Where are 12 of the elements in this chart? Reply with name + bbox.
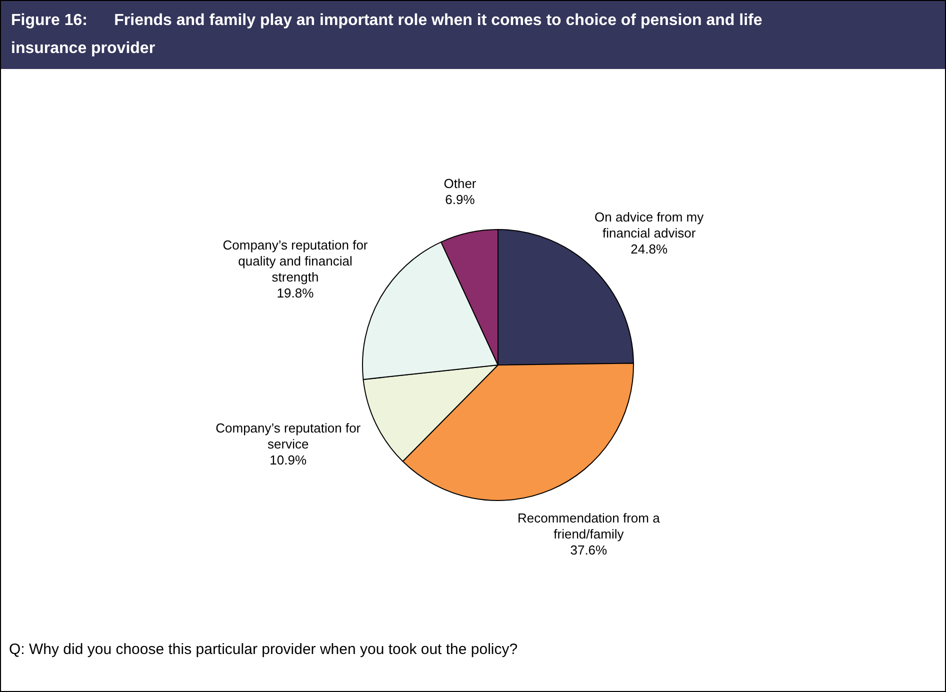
data-label: 19.8% bbox=[276, 286, 314, 301]
data-label: 6.9% bbox=[445, 192, 476, 208]
data-label: 37.6% bbox=[570, 542, 608, 558]
chart-title: Figure 16: Friends and family play an important role when it comes to choice of pension and life insurance provider bbox=[1, 1, 945, 69]
slice-label: On advice from my financial advisor bbox=[594, 209, 704, 240]
text: Q: Why did you choose this particular provider when you took out the policy? bbox=[9, 641, 518, 658]
slice-label: Company’s reputation for quality and financial strength bbox=[222, 238, 368, 285]
slice-label: Company’s reputation for service bbox=[216, 420, 362, 452]
slice-label: Recommendation from a friend/family bbox=[518, 510, 661, 542]
data-label: 24.8% bbox=[630, 241, 668, 256]
data-label: 10.9% bbox=[270, 452, 307, 468]
slice-label: Other bbox=[444, 176, 477, 192]
